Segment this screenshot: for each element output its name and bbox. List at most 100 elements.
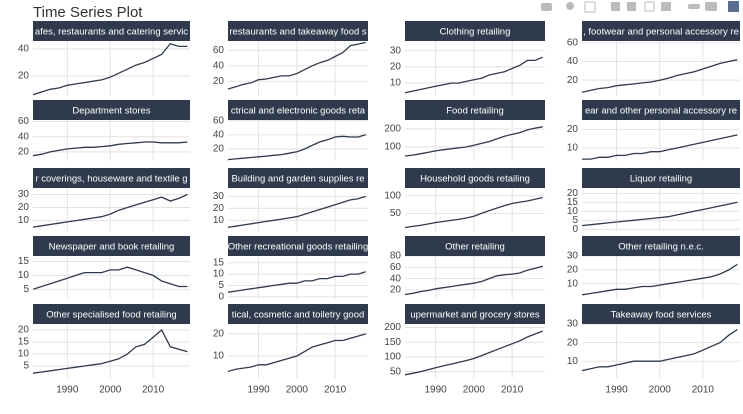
x-tick-label: 2000	[99, 385, 122, 396]
strip	[228, 304, 368, 324]
strip	[405, 21, 545, 41]
series-line	[405, 56, 543, 94]
y-tick-label: 20	[18, 325, 30, 336]
series-line	[33, 141, 188, 157]
strip-title: Building and garden supplies re	[231, 174, 364, 185]
strip	[582, 168, 740, 188]
y-tick-label: 15	[18, 256, 30, 267]
y-tick-label: 60	[213, 115, 225, 126]
series-line	[582, 263, 738, 296]
strip	[228, 168, 368, 188]
y-tick-label: 200	[384, 124, 401, 135]
series-line	[405, 330, 543, 376]
y-tick-label: 20	[567, 265, 579, 276]
y-tick-label: 30	[18, 189, 30, 200]
series-line	[228, 271, 366, 293]
strip	[405, 168, 545, 188]
strip-title: Food retailing	[446, 106, 504, 117]
series-line	[405, 126, 543, 157]
series-line	[405, 196, 543, 229]
y-tick-label: 15	[213, 257, 225, 268]
panel: 10 20 ear and other personal accessory re	[567, 100, 740, 161]
strip	[582, 100, 740, 120]
y-tick-label: 60	[18, 116, 30, 127]
y-tick-label: 20	[390, 62, 402, 73]
y-tick-label: 20	[213, 144, 225, 155]
series-line	[582, 134, 738, 160]
x-tick-label: 1990	[424, 385, 447, 396]
strip	[405, 304, 545, 324]
y-tick-label: 50	[390, 208, 402, 219]
strip-title: Liquor retailing	[630, 174, 692, 185]
series-line	[33, 266, 188, 290]
panel: 10 20 30 Other retailing n.e.c.	[567, 236, 740, 299]
autoscale-icon[interactable]	[644, 1, 655, 12]
strip	[228, 236, 368, 256]
panel: 20 40 60 ctrical and electronic goods reta	[213, 100, 368, 161]
panel: 20 40 60 , footwear and personal accessory …	[567, 21, 740, 96]
compare-icon[interactable]	[705, 2, 717, 11]
y-tick-label: 30	[213, 191, 225, 202]
strip-title: Takeaway food services	[611, 310, 712, 321]
y-tick-label: 60	[213, 45, 225, 56]
panel: 100 200 Food retailing	[384, 100, 545, 161]
y-tick-label: 150	[384, 337, 401, 348]
strip-title: Department stores	[72, 106, 150, 117]
x-tick-label: 1990	[247, 385, 270, 396]
spike-icon[interactable]	[688, 4, 700, 9]
strip	[33, 236, 190, 256]
y-tick-label: 5	[218, 280, 224, 291]
x-tick-label: 1990	[56, 385, 79, 396]
y-tick-label: 10	[18, 349, 30, 360]
strip-title: upermarket and grocery stores	[410, 310, 540, 321]
series-line	[228, 134, 366, 161]
y-tick-label: 0	[572, 224, 578, 235]
y-tick-label: 20	[213, 329, 225, 340]
y-tick-label: 20	[567, 188, 579, 199]
strip-title: afes, restaurants and catering servic	[35, 27, 188, 38]
panel: 10 20 30 r coverings, houseware and textile…	[18, 168, 190, 231]
plotly-logo[interactable]	[728, 1, 739, 12]
zoom-out-icon[interactable]	[627, 2, 636, 11]
y-tick-label: 10	[567, 356, 579, 367]
y-tick-label: 100	[384, 142, 401, 153]
y-tick-label: 20	[567, 337, 579, 348]
strip	[33, 304, 190, 324]
y-tick-label: 10	[390, 78, 402, 89]
y-tick-label: 80	[390, 251, 402, 262]
strip-title: Other recreational goods retailing	[228, 242, 368, 253]
y-tick-label: 40	[567, 56, 579, 67]
strip-title: ctrical and electronic goods reta	[231, 106, 366, 117]
y-tick-label: 10	[567, 278, 579, 289]
y-tick-label: 40	[213, 129, 225, 140]
strip-title: Clothing retailing	[440, 27, 511, 38]
y-tick-label: 15	[567, 197, 579, 208]
pan-icon[interactable]	[584, 1, 596, 13]
strip-title: Household goods retailing	[420, 174, 530, 185]
y-tick-label: 20	[213, 203, 225, 214]
zoom-icon[interactable]	[566, 2, 574, 10]
modebar[interactable]	[541, 1, 739, 13]
series-line	[582, 329, 738, 372]
x-tick-label: 2010	[692, 385, 715, 396]
home-icon[interactable]	[661, 2, 671, 11]
strip	[33, 168, 190, 188]
series-line	[582, 201, 738, 227]
series-line	[33, 193, 188, 228]
panel: 1990 2000 2010 10 20 tical, cosmetic and toil…	[213, 304, 368, 396]
strip-title: Other retailing n.e.c.	[618, 242, 704, 253]
zoom-in-icon[interactable]	[611, 2, 620, 11]
panel: 1990 2000 2010 50 100 150 200 upermarket and gr…	[384, 304, 545, 396]
y-tick-label: 10	[18, 215, 30, 226]
y-tick-label: 30	[567, 319, 579, 330]
x-tick-label: 2010	[501, 385, 524, 396]
y-tick-label: 20	[18, 71, 30, 82]
y-tick-label: 5	[572, 215, 578, 226]
y-tick-label: 60	[567, 38, 579, 49]
camera-icon[interactable]	[541, 3, 552, 11]
panel: 20 40 60 Department stores	[18, 100, 190, 161]
